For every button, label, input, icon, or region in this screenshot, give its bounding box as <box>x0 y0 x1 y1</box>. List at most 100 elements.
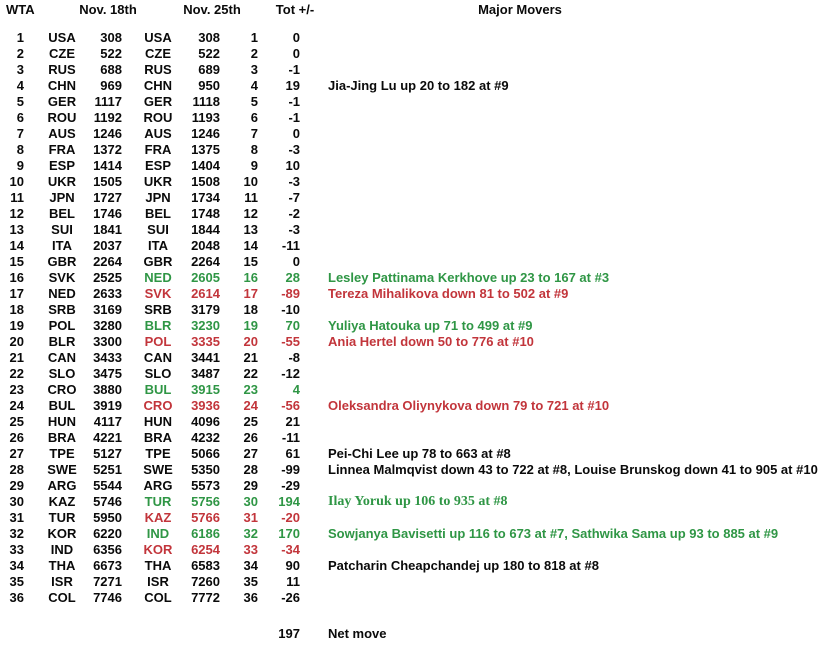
points-nov18-cell: 1192 <box>93 110 122 125</box>
tot-rank-cell: 22 <box>243 366 258 381</box>
country-nov25-cell: JPN <box>145 190 171 205</box>
table-row: 29 ARG 5544 ARG 5573 29 -29 <box>0 478 828 494</box>
plus-minus-cell: -20 <box>281 510 300 525</box>
points-nov25-cell: 5573 <box>191 478 220 493</box>
points-nov25-cell: 1404 <box>191 158 220 173</box>
table-row: 10 UKR 1505 UKR 1508 10 -3 <box>0 174 828 190</box>
points-nov18-cell: 1246 <box>93 126 122 141</box>
plus-minus-cell: -8 <box>288 350 300 365</box>
table-row: 34 THA 6673 THA 6583 34 90 Patcharin Che… <box>0 558 828 574</box>
points-nov18-cell: 7746 <box>93 590 122 605</box>
major-mover-note <box>304 414 828 430</box>
major-mover-note <box>304 238 828 254</box>
points-nov18-cell: 3280 <box>93 318 122 333</box>
country-nov18-cell: RUS <box>48 62 76 77</box>
country-nov18-cell: ESP <box>48 158 75 173</box>
country-nov25-cell: BLR <box>144 318 172 333</box>
wta-rank-cell: 7 <box>16 126 24 141</box>
major-mover-note <box>304 510 828 526</box>
points-nov18-cell: 5746 <box>93 494 122 509</box>
country-nov18-cell: USA <box>48 30 76 45</box>
country-nov18-cell: HUN <box>47 414 77 429</box>
points-nov18-cell: 1414 <box>93 158 122 173</box>
header-major-movers: Major Movers <box>478 2 562 17</box>
header-nov-25th: Nov. 25th <box>183 2 241 17</box>
wta-rank-cell: 32 <box>9 526 24 541</box>
points-nov25-cell: 1118 <box>192 94 221 109</box>
points-nov18-cell: 2525 <box>93 270 122 285</box>
wta-rank-cell: 34 <box>9 558 24 573</box>
table-row: 21 CAN 3433 CAN 3441 21 -8 <box>0 350 828 366</box>
points-nov18-cell: 1372 <box>93 142 122 157</box>
plus-minus-cell: -34 <box>281 542 300 557</box>
net-move-row: 197 Net move <box>0 626 828 642</box>
country-nov18-cell: FRA <box>48 142 76 157</box>
major-mover-note <box>304 30 828 46</box>
table-row: 30 KAZ 5746 TUR 5756 30 194 Ilay Yoruk u… <box>0 494 828 510</box>
wta-rank-cell: 35 <box>9 574 24 589</box>
points-nov25-cell: 2605 <box>191 270 220 285</box>
table-row: 20 BLR 3300 POL 3335 20 -55 Ania Hertel … <box>0 334 828 350</box>
table-row: 27 TPE 5127 TPE 5066 27 61 Pei-Chi Lee u… <box>0 446 828 462</box>
major-mover-note <box>304 110 828 126</box>
major-mover-note <box>304 590 828 606</box>
table-row: 13 SUI 1841 SUI 1844 13 -3 <box>0 222 828 238</box>
wta-rank-cell: 26 <box>9 430 24 445</box>
points-nov25-cell: 3441 <box>191 350 220 365</box>
points-nov18-cell: 1746 <box>93 206 122 221</box>
points-nov18-cell: 1117 <box>94 94 123 109</box>
country-nov25-cell: CZE <box>145 46 171 61</box>
wta-rank-cell: 8 <box>16 142 24 157</box>
wta-rank-cell: 27 <box>9 446 24 461</box>
header-nov-18th: Nov. 18th <box>79 2 137 17</box>
points-nov25-cell: 5066 <box>191 446 220 461</box>
points-nov18-cell: 2264 <box>93 254 122 269</box>
country-nov25-cell: USA <box>144 30 172 45</box>
country-nov25-cell: BUL <box>144 382 172 397</box>
tot-rank-cell: 4 <box>250 78 258 93</box>
tot-rank-cell: 36 <box>243 590 258 605</box>
wta-rank-cell: 29 <box>9 478 24 493</box>
country-nov18-cell: AUS <box>48 126 76 141</box>
country-nov25-cell: BRA <box>143 430 173 445</box>
tot-rank-cell: 29 <box>243 478 258 493</box>
plus-minus-cell: -1 <box>288 110 300 125</box>
table-row: 32 KOR 6220 IND 6186 32 170 Sowjanya Bav… <box>0 526 828 542</box>
tot-rank-cell: 6 <box>250 110 258 125</box>
header-tot-plus-minus: Tot +/- <box>275 2 315 17</box>
wta-rank-cell: 18 <box>9 302 24 317</box>
wta-rank-cell: 5 <box>16 94 24 109</box>
plus-minus-cell: -89 <box>281 286 300 301</box>
country-nov25-cell: SUI <box>147 222 169 237</box>
points-nov18-cell: 2037 <box>93 238 122 253</box>
country-nov25-cell: ISR <box>147 574 169 589</box>
plus-minus-cell: -3 <box>288 174 300 189</box>
wta-rank-cell: 28 <box>9 462 24 477</box>
plus-minus-cell: -55 <box>281 334 300 349</box>
tot-rank-cell: 26 <box>243 430 258 445</box>
points-nov18-cell: 5544 <box>93 478 122 493</box>
tot-rank-cell: 9 <box>250 158 258 173</box>
rankings-rows: 1 USA 308 USA 308 1 0 2 CZE 522 CZE 522 … <box>0 30 828 606</box>
wta-rank-cell: 10 <box>9 174 24 189</box>
major-mover-note <box>304 574 828 590</box>
table-row: 24 BUL 3919 CRO 3936 24 -56 Oleksandra O… <box>0 398 828 414</box>
table-row: 25 HUN 4117 HUN 4096 25 21 <box>0 414 828 430</box>
country-nov18-cell: SUI <box>51 222 73 237</box>
country-nov18-cell: COL <box>48 590 76 605</box>
major-mover-note: Lesley Pattinama Kerkhove up 23 to 167 a… <box>328 270 610 285</box>
plus-minus-cell: -99 <box>281 462 300 477</box>
net-move-label: Net move <box>328 626 387 641</box>
table-row: 26 BRA 4221 BRA 4232 26 -11 <box>0 430 828 446</box>
tot-rank-cell: 17 <box>243 286 258 301</box>
country-nov18-cell: KAZ <box>48 494 76 509</box>
table-row: 15 GBR 2264 GBR 2264 15 0 <box>0 254 828 270</box>
country-nov18-cell: TUR <box>48 510 76 525</box>
points-nov18-cell: 2633 <box>93 286 122 301</box>
points-nov25-cell: 2614 <box>191 286 220 301</box>
table-row: 6 ROU 1192 ROU 1193 6 -1 <box>0 110 828 126</box>
points-nov18-cell: 4117 <box>93 414 122 429</box>
major-mover-note: Pei-Chi Lee up 78 to 663 at #8 <box>328 446 511 461</box>
country-nov25-cell: SRB <box>144 302 172 317</box>
